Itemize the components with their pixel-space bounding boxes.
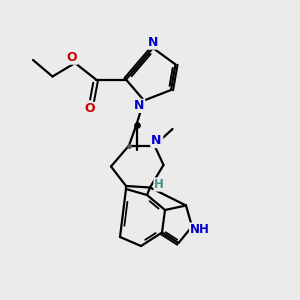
Text: NH: NH	[190, 223, 209, 236]
Text: O: O	[85, 102, 95, 116]
Text: N: N	[134, 99, 145, 112]
Text: N: N	[151, 134, 161, 147]
Text: H: H	[154, 178, 164, 191]
Text: N: N	[152, 134, 163, 148]
Text: O: O	[67, 51, 77, 64]
Text: N: N	[148, 36, 158, 49]
